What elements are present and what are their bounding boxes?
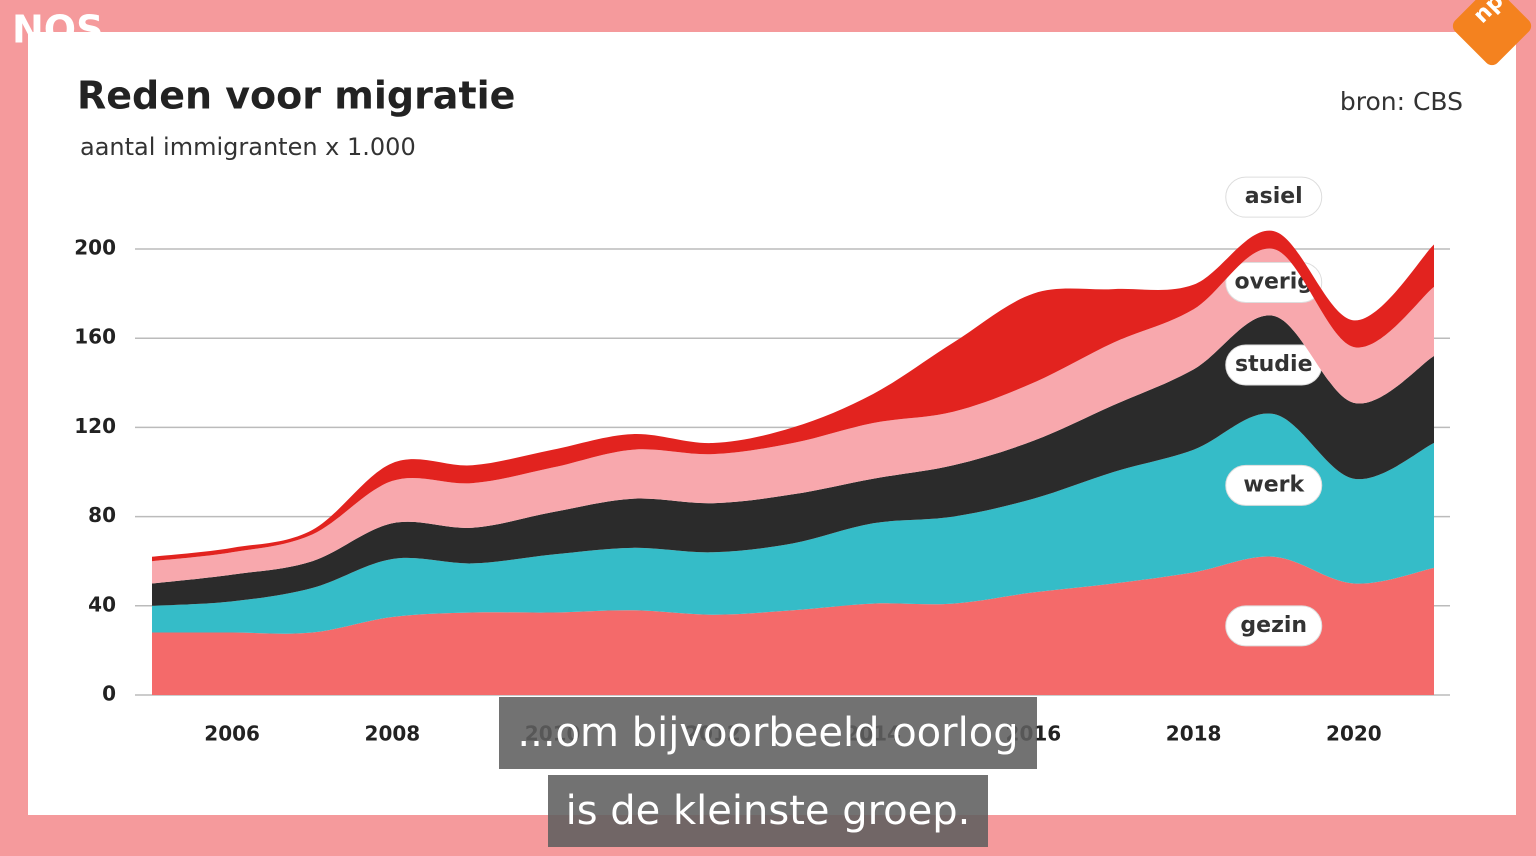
legend-label: werk xyxy=(1243,472,1305,497)
x-tick-label: 2018 xyxy=(1166,722,1222,746)
legend-pill xyxy=(1225,464,1323,506)
area xyxy=(152,230,1434,562)
y-tick-label: 200 xyxy=(74,236,116,260)
subtitle-line: is de kleinste groep. xyxy=(0,775,1536,847)
subtitle-line: ...om bijvoorbeeld oorlog xyxy=(0,697,1536,769)
channel-logo-bg xyxy=(1452,0,1532,66)
broadcaster-logo: NOS xyxy=(12,8,103,52)
area xyxy=(152,556,1434,695)
chart-title: Reden voor migratie xyxy=(77,74,515,118)
legend-pill xyxy=(1225,176,1323,218)
source: bron: CBS xyxy=(1340,87,1463,116)
x-tick-label: 2008 xyxy=(365,722,421,746)
legend-label: gezin xyxy=(1240,613,1307,638)
legend-pill xyxy=(1225,605,1323,647)
subtitle-text: is de kleinste groep. xyxy=(547,775,989,847)
area xyxy=(152,413,1434,634)
legend-label: studie xyxy=(1235,352,1312,377)
legend-pill xyxy=(1225,261,1323,303)
y-tick-label: 80 xyxy=(88,503,116,527)
x-tick-label: 2020 xyxy=(1326,722,1382,746)
area xyxy=(152,248,1434,584)
y-tick-label: 120 xyxy=(74,414,116,438)
y-tick-label: 160 xyxy=(74,325,116,349)
area xyxy=(152,315,1434,606)
subtitle-text: ...om bijvoorbeeld oorlog xyxy=(499,697,1037,769)
x-tick-label: 2006 xyxy=(204,722,260,746)
legend-label: asiel xyxy=(1245,184,1303,209)
y-tick-label: 40 xyxy=(88,592,116,616)
chart-subtitle: aantal immigranten x 1.000 xyxy=(80,133,416,161)
y-tick-label: 0 xyxy=(102,682,116,706)
